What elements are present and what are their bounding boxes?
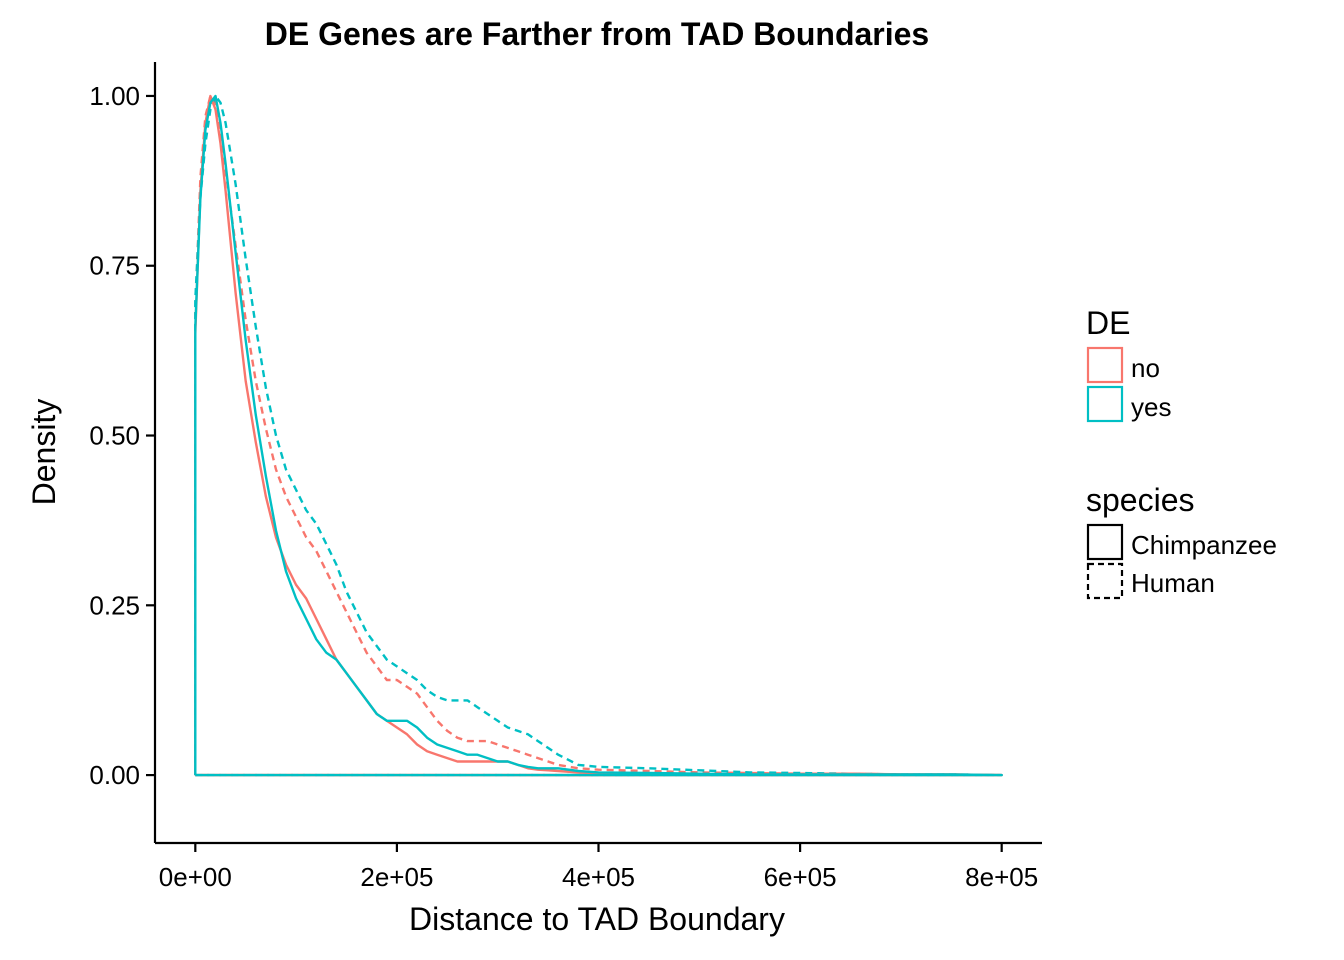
legend-label-human: Human — [1131, 568, 1215, 598]
x-tick-label: 6e+05 — [764, 862, 837, 892]
y-axis-title: Density — [26, 399, 62, 506]
legend-label-chimpanzee: Chimpanzee — [1131, 530, 1277, 560]
legend-key-chimpanzee — [1086, 523, 1124, 561]
x-tick-label: 0e+00 — [159, 862, 232, 892]
x-ticks: 0e+00 2e+05 4e+05 6e+05 8e+05 — [159, 843, 1038, 892]
density-line-yes-human — [194, 94, 1003, 777]
chart-title: DE Genes are Farther from TAD Boundaries — [265, 16, 929, 52]
legend-key-no — [1086, 346, 1124, 384]
density-line-no-human — [194, 94, 1003, 777]
x-tick-label: 8e+05 — [965, 862, 1038, 892]
legend-label-yes: yes — [1131, 392, 1171, 422]
density-line-no-chimpanzee — [194, 94, 1003, 777]
x-tick-label: 2e+05 — [360, 862, 433, 892]
legend-de-title: DE — [1086, 305, 1130, 341]
y-tick-label: 1.00 — [89, 81, 140, 111]
legend-key-yes — [1086, 385, 1124, 423]
y-ticks: 0.00 0.25 0.50 0.75 1.00 — [89, 81, 155, 790]
x-axis-title: Distance to TAD Boundary — [409, 901, 785, 937]
y-tick-label: 0.75 — [89, 251, 140, 281]
legend-species-title: species — [1086, 482, 1195, 518]
legend-key-human — [1086, 562, 1124, 600]
y-tick-label: 0.50 — [89, 421, 140, 451]
y-tick-label: 0.25 — [89, 590, 140, 620]
legend-de: DE no yes — [1086, 305, 1171, 423]
density-line-yes-chimpanzee — [194, 94, 1003, 777]
series-layer — [194, 94, 1003, 777]
legend-label-no: no — [1131, 353, 1160, 383]
x-tick-label: 4e+05 — [562, 862, 635, 892]
y-tick-label: 0.00 — [89, 760, 140, 790]
legend-species: species Chimpanzee Human — [1086, 482, 1277, 600]
